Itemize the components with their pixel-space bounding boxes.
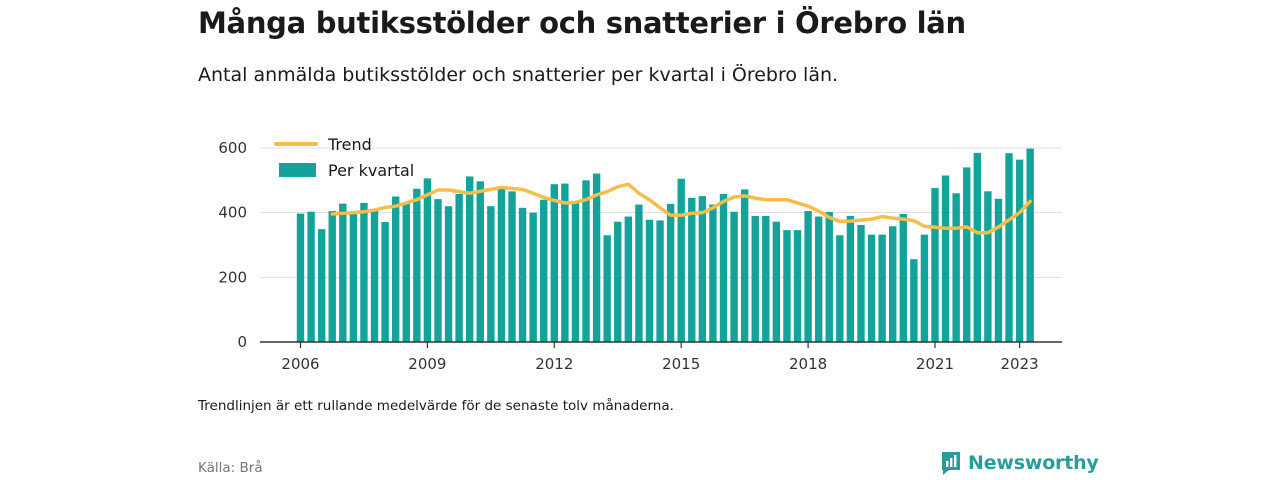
bar: [317, 229, 326, 342]
bar: [889, 226, 897, 342]
bar: [963, 167, 971, 342]
bar-series: [296, 148, 1034, 342]
newsworthy-logo-text: Newsworthy: [968, 452, 1099, 474]
bar: [793, 230, 802, 342]
bar: [867, 234, 876, 342]
legend: Trend Per kvartal: [274, 135, 414, 180]
bar: [666, 203, 675, 342]
bar: [857, 224, 865, 342]
bar: [751, 215, 759, 342]
bar: [413, 188, 421, 342]
bar: [508, 191, 516, 342]
bar: [973, 152, 981, 342]
bar: [307, 211, 315, 342]
axes: 0 200 400 600 2006 2009 2012 2015 2018 2021 2023: [218, 139, 1062, 373]
bar: [328, 211, 336, 342]
bar: [994, 198, 1003, 342]
y-tick-label: 400: [218, 204, 247, 222]
newsworthy-logo-icon: [942, 452, 960, 475]
bar: [1026, 148, 1034, 342]
bar: [550, 184, 558, 342]
bar: [476, 181, 484, 342]
bar: [529, 212, 537, 342]
bar: [603, 235, 611, 342]
bar: [360, 202, 368, 342]
newsworthy-logo: Newsworthy: [940, 450, 1099, 476]
bar: [497, 188, 506, 342]
bar: [814, 216, 823, 342]
bar: [677, 178, 685, 342]
bar: [592, 173, 601, 342]
bar: [931, 188, 939, 342]
bar: [878, 234, 886, 342]
bar: [434, 199, 442, 342]
bar: [518, 207, 527, 342]
trend-series: [330, 182, 1032, 235]
bar: [349, 213, 358, 342]
bar: [381, 222, 389, 342]
chart-subtitle: Antal anmälda butiksstölder och snatteri…: [198, 64, 839, 86]
bar: [624, 216, 633, 342]
bar: [698, 196, 707, 342]
bar: [582, 180, 590, 342]
bar: [487, 206, 495, 342]
trend-line: [330, 182, 1032, 235]
y-tick-label: 200: [218, 268, 247, 286]
legend-bar-swatch: [279, 163, 316, 177]
bar: [423, 178, 432, 342]
bar: [455, 193, 463, 342]
x-tick-label: 2021: [916, 355, 954, 373]
bar: [846, 215, 855, 342]
bar: [635, 204, 643, 342]
bar: [783, 230, 791, 342]
legend-trend-label: Trend: [327, 135, 372, 154]
chart-title: Många butiksstölder och snatterier i Öre…: [198, 6, 966, 40]
bar: [402, 202, 410, 342]
bar: [444, 206, 453, 342]
bar: [772, 221, 781, 342]
y-tick-label: 0: [237, 333, 247, 351]
x-tick-label: 2023: [1001, 355, 1039, 373]
x-tick-label: 2012: [535, 355, 573, 373]
legend-bar-label: Per kvartal: [328, 161, 414, 180]
x-tick-label: 2009: [408, 355, 446, 373]
bar: [561, 183, 569, 342]
x-tick-label: 2006: [281, 355, 319, 373]
x-tick-label: 2018: [789, 355, 827, 373]
bar: [296, 213, 305, 342]
bar-line-chart: 0 200 400 600 2006 2009 2012 2015 2018 2021 2023 T…: [218, 135, 1062, 373]
bar: [730, 211, 738, 342]
bar: [688, 197, 696, 342]
bar: [920, 234, 929, 342]
bar: [952, 193, 960, 342]
bar: [709, 204, 717, 342]
x-tick-label: 2015: [662, 355, 700, 373]
bar: [984, 191, 992, 342]
bar: [740, 189, 749, 342]
bar: [656, 220, 664, 342]
bar: [391, 196, 400, 342]
bar: [339, 203, 347, 342]
bar: [1015, 159, 1024, 342]
bar: [370, 210, 379, 342]
bar: [614, 221, 622, 342]
bar: [804, 211, 812, 342]
source-note: Källa: Brå: [198, 460, 263, 476]
bar: [899, 213, 907, 342]
y-tick-label: 600: [218, 139, 247, 157]
bar: [941, 175, 950, 342]
bar: [910, 259, 918, 342]
bar: [466, 176, 474, 342]
bar: [825, 212, 833, 342]
bar: [719, 193, 728, 342]
bar: [762, 215, 770, 342]
bar: [540, 199, 548, 342]
footnote: Trendlinjen är ett rullande medelvärde f…: [198, 398, 674, 414]
bar: [571, 202, 580, 342]
bar: [645, 219, 654, 342]
bar: [836, 235, 844, 342]
bar: [1005, 153, 1013, 342]
